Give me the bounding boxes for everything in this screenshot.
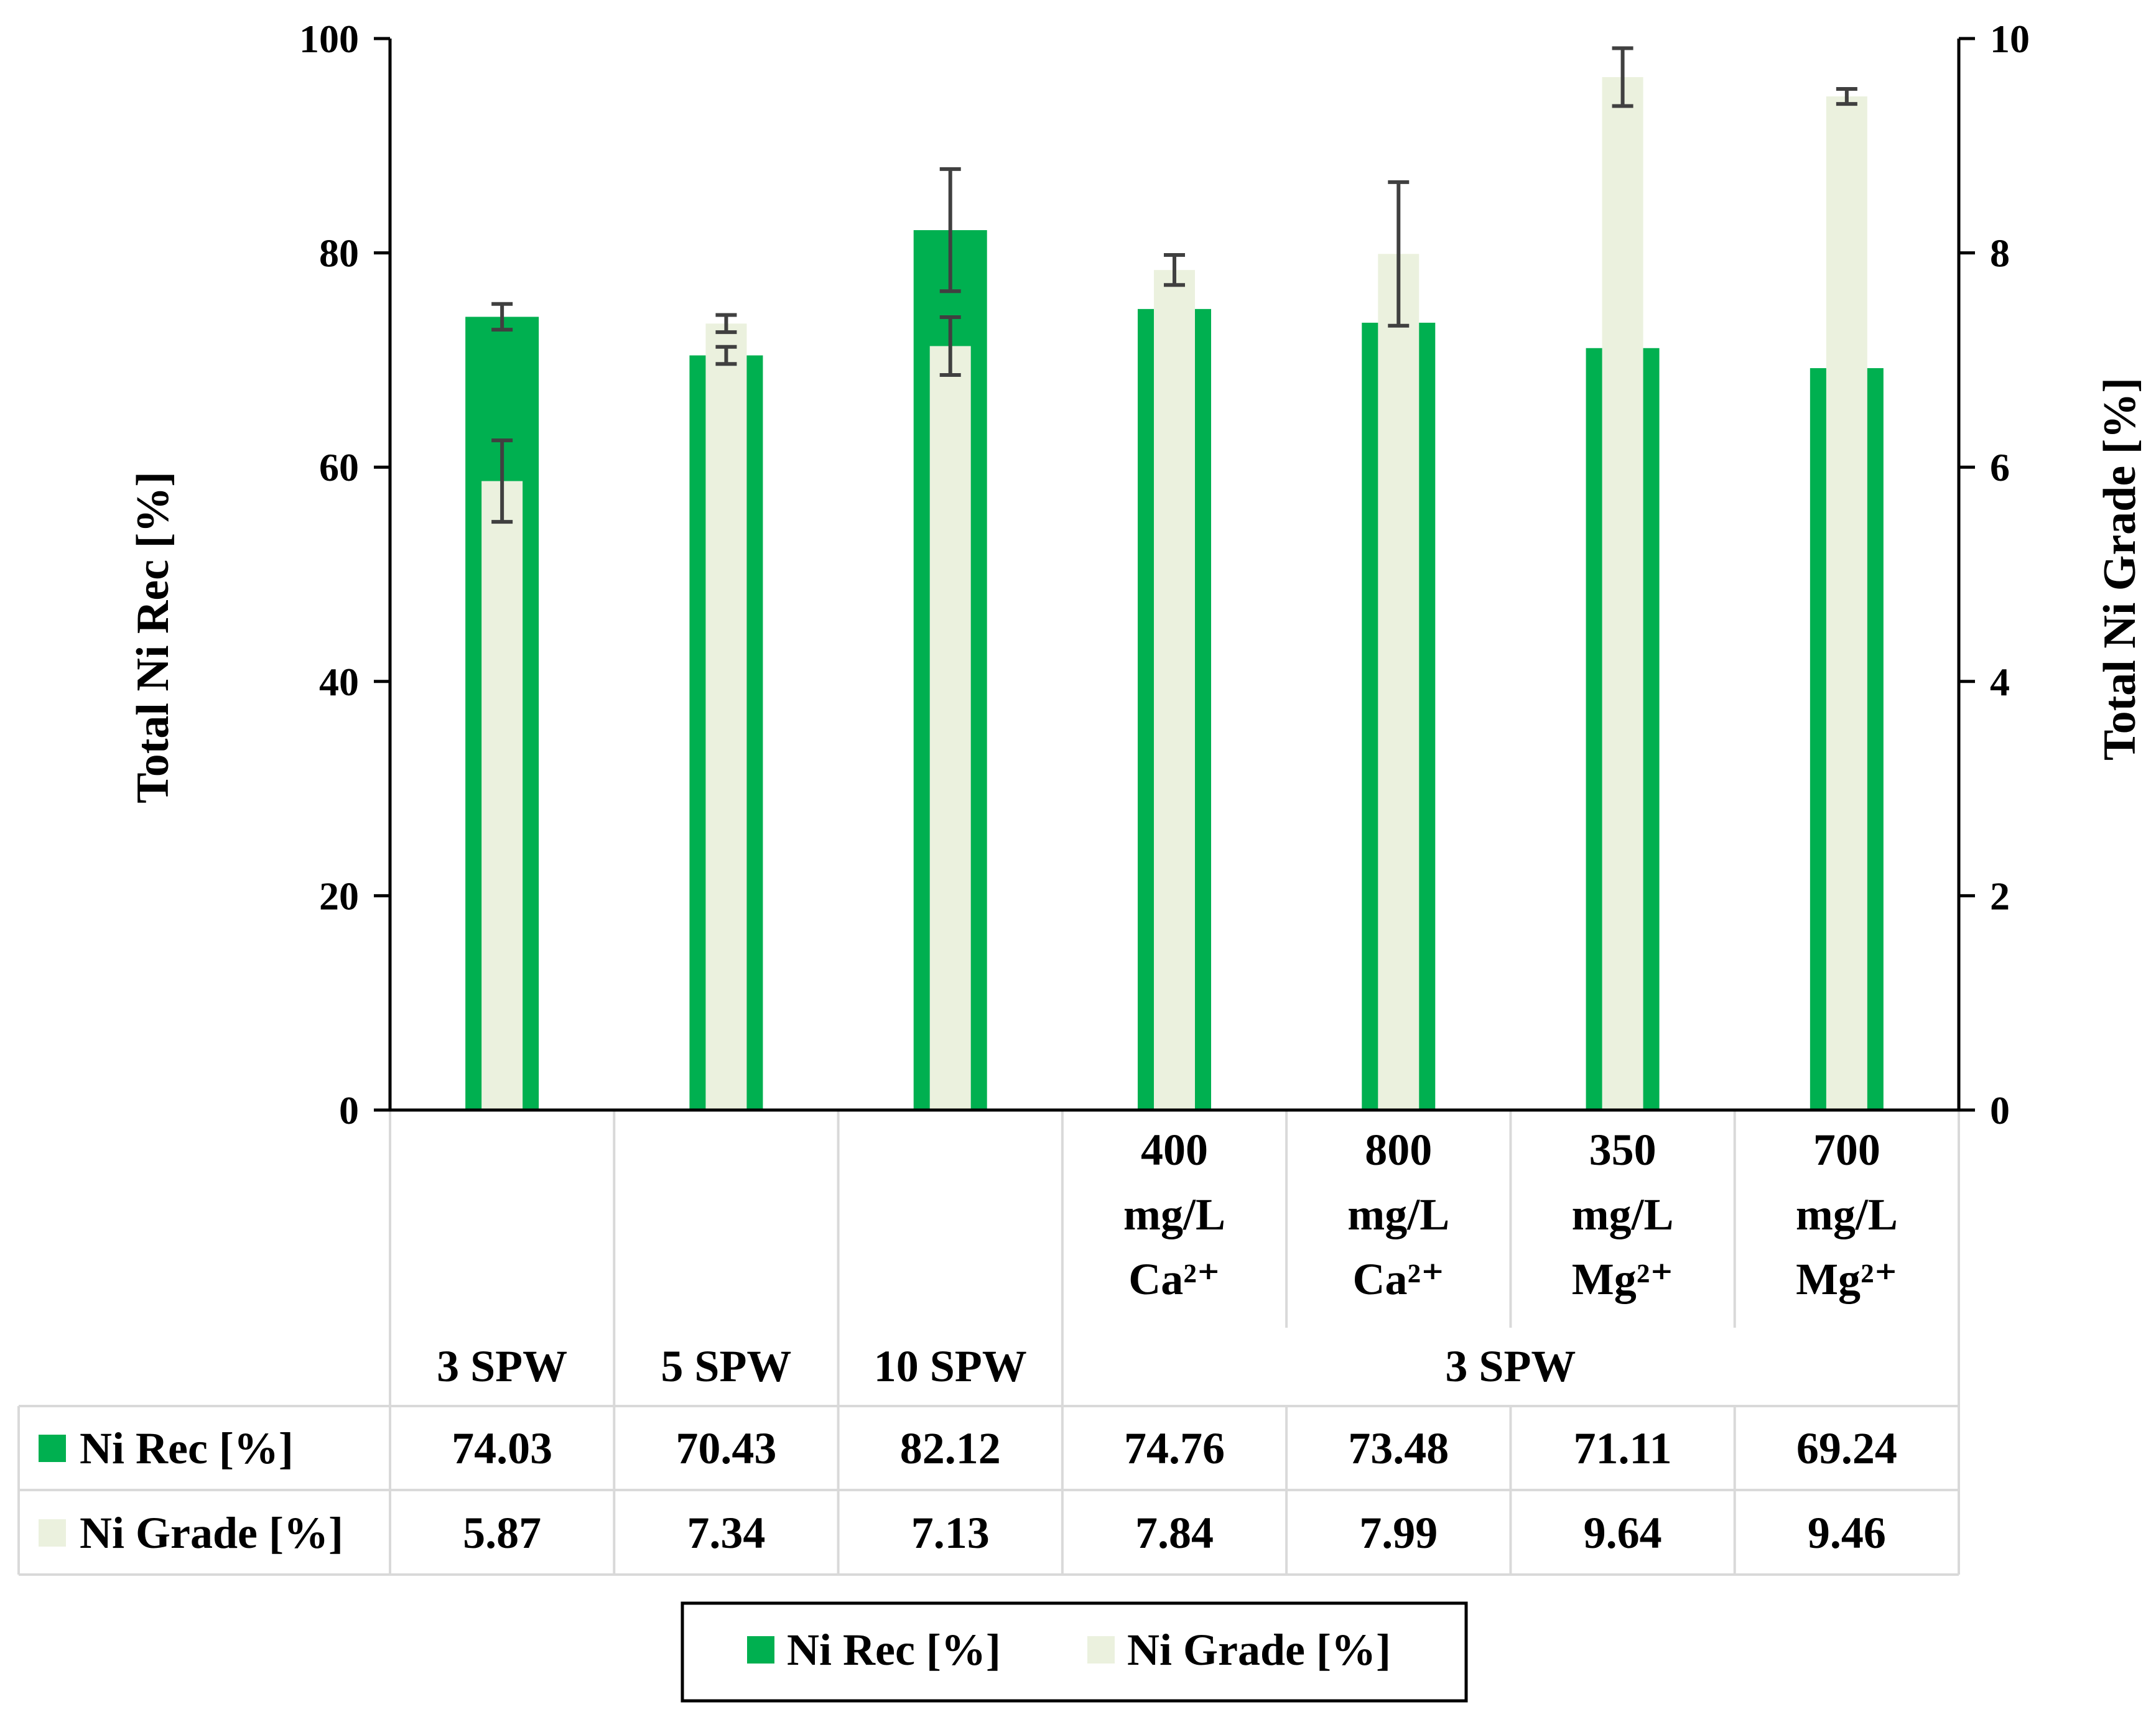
error-bar-ni-grade-6 (1836, 86, 1857, 106)
error-bar-ni-grade-4 (1388, 180, 1410, 328)
right-tick-label-5: 10 (1990, 17, 2030, 61)
category-labels: 3 SPW 5 SPW 10 SPW 400 mg/L Ca²⁺ 800 mg/L Ca²⁺ 35… (437, 1125, 1898, 1391)
category-label-6-line-0: 700 (1813, 1125, 1880, 1175)
left-tick-label-2: 40 (319, 660, 359, 704)
legend-box (681, 1601, 1468, 1703)
category-label-0-line-3: 3 SPW (437, 1341, 567, 1391)
error-bar-ni-rec-0 (491, 302, 513, 332)
category-label-3-line-1: mg/L (1123, 1190, 1225, 1239)
category-label-5-line-0: 350 (1589, 1125, 1656, 1175)
table-cell-0-3: 74.76 (1124, 1423, 1225, 1473)
category-label-5-line-2: Mg²⁺ (1572, 1254, 1674, 1304)
y-right-axis-title: Total Ni Grade [%] (2094, 377, 2145, 761)
bar-ni-grade-3 (1154, 270, 1195, 1111)
right-tick-label-4: 8 (1990, 231, 2010, 275)
bar-ni-grade-4 (1378, 254, 1420, 1110)
bar-ni-grade-6 (1826, 96, 1867, 1111)
table-cell-1-2: 7.13 (911, 1508, 990, 1558)
left-tick-label-3: 60 (319, 445, 359, 489)
bar-ni-grade-2 (929, 346, 971, 1110)
data-table-grid (17, 1110, 1960, 1576)
table-cell-1-4: 7.99 (1359, 1508, 1438, 1558)
y-left-axis-title: Total Ni Rec [%] (128, 471, 179, 803)
right-axis-ticks: 0 2 4 6 8 10 (1959, 17, 2030, 1132)
axes (388, 39, 1961, 1112)
left-tick-label-5: 100 (299, 17, 359, 61)
category-label-5-line-1: mg/L (1572, 1190, 1674, 1239)
table-swatch-1 (39, 1519, 66, 1547)
group-label: 3 SPW (1445, 1341, 1576, 1391)
error-bar-ni-grade-1 (715, 313, 737, 335)
error-bar-ni-grade-3 (1164, 253, 1185, 287)
table-cell-1-3: 7.84 (1135, 1508, 1214, 1558)
table-cell-1-5: 9.64 (1584, 1508, 1662, 1558)
category-label-3-line-0: 400 (1141, 1125, 1208, 1175)
legend-swatch-ni-grade (1087, 1636, 1115, 1664)
category-label-2-line-3: 10 SPW (874, 1341, 1027, 1391)
legend: Ni Rec [%] Ni Grade [%] (681, 1601, 1468, 1703)
table-cell-0-4: 73.48 (1348, 1423, 1449, 1473)
table-cell-0-2: 82.12 (900, 1423, 1001, 1473)
category-label-6-line-2: Mg²⁺ (1796, 1254, 1898, 1304)
category-label-4-line-2: Ca²⁺ (1352, 1254, 1444, 1304)
table-cell-1-6: 9.46 (1808, 1508, 1886, 1558)
category-label-4-line-0: 800 (1365, 1125, 1432, 1175)
error-bar-ni-rec-2 (939, 167, 961, 294)
bar-ni-grade-5 (1602, 77, 1643, 1111)
left-tick-label-1: 20 (319, 874, 359, 918)
error-bar-ni-grade-5 (1612, 46, 1633, 108)
left-tick-label-0: 0 (339, 1088, 359, 1132)
table-cell-0-1: 70.43 (676, 1423, 776, 1473)
category-label-6-line-1: mg/L (1796, 1190, 1898, 1239)
legend-swatch-ni-rec (747, 1636, 774, 1664)
error-bar-ni-grade-2 (939, 315, 961, 377)
legend-label-ni-rec: Ni Rec [%] (787, 1625, 1001, 1675)
table-cell-0-6: 69.24 (1796, 1423, 1897, 1473)
left-tick-label-4: 80 (319, 231, 359, 275)
category-label-1-line-3: 5 SPW (661, 1341, 791, 1391)
right-tick-label-2: 4 (1990, 660, 2010, 704)
table-row-label-0: Ni Rec [%] (80, 1423, 294, 1473)
table-cell-0-5: 71.11 (1574, 1423, 1672, 1473)
error-bar-ni-grade-0 (491, 438, 513, 524)
category-label-3-line-2: Ca²⁺ (1128, 1254, 1220, 1304)
error-bar-ni-rec-1 (715, 345, 737, 366)
bar-ni-grade-1 (705, 323, 747, 1110)
table-cell-1-1: 7.34 (687, 1508, 765, 1558)
data-table: Ni Rec [%] 74.03 70.43 82.12 74.76 73.48 71.11… (39, 1423, 1897, 1558)
legend-label-ni-grade: Ni Grade [%] (1127, 1625, 1391, 1675)
right-tick-label-3: 6 (1990, 445, 2010, 489)
bar-ni-grade-0 (481, 481, 523, 1110)
table-cell-0-0: 74.03 (452, 1423, 552, 1473)
right-tick-label-0: 0 (1990, 1088, 2010, 1132)
bars (465, 46, 1884, 1111)
left-axis-ticks: 0 20 40 60 80 100 (299, 17, 390, 1132)
category-label-4-line-1: mg/L (1347, 1190, 1449, 1239)
right-tick-label-1: 2 (1990, 874, 2010, 918)
table-row-label-1: Ni Grade [%] (80, 1508, 343, 1558)
table-swatch-0 (39, 1435, 66, 1462)
table-cell-1-0: 5.87 (463, 1508, 541, 1558)
